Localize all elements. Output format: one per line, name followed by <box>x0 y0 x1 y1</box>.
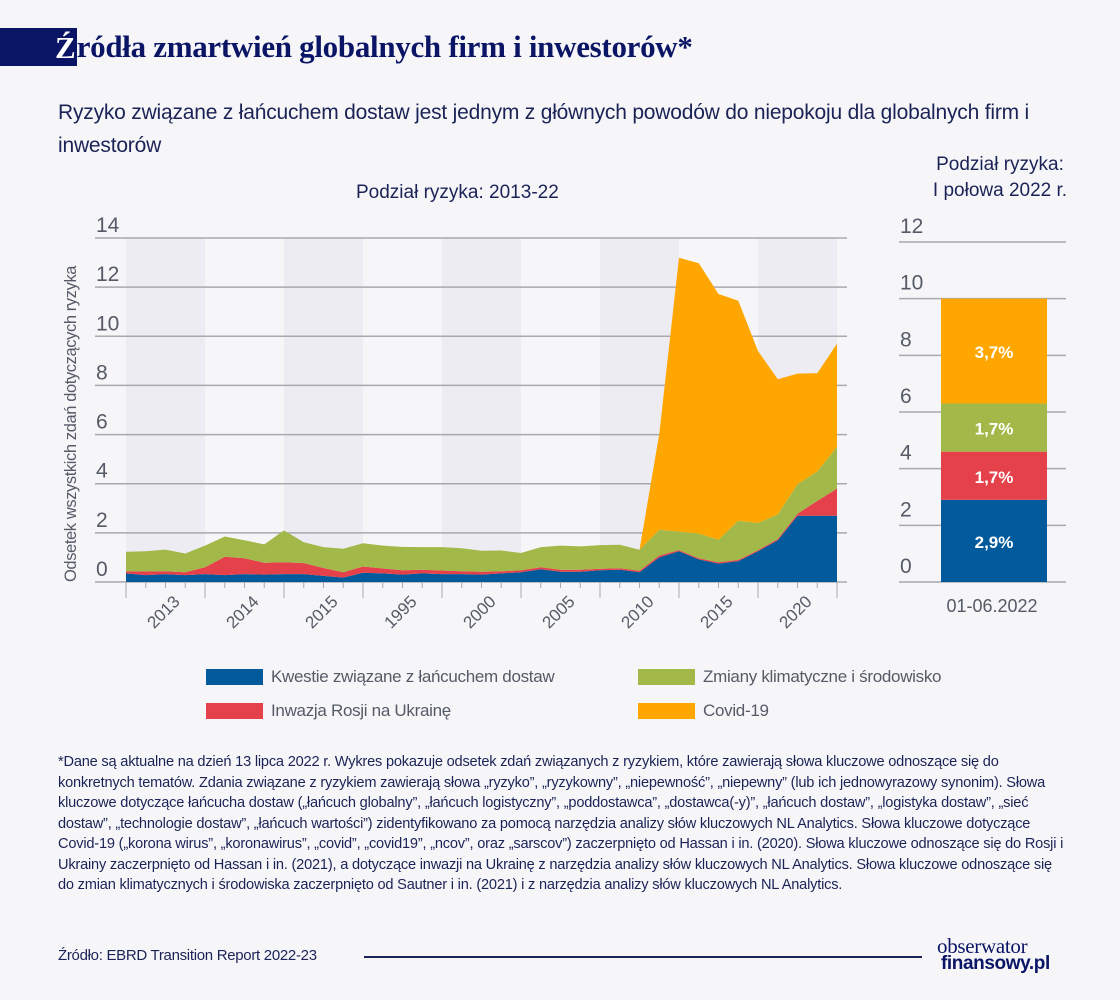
shaded-band <box>442 238 521 582</box>
legend: Kwestie związane z łańcuchem dostaw Zmia… <box>206 667 1006 729</box>
shaded-band <box>284 238 363 582</box>
legend-item-supply-chain: Kwestie związane z łańcuchem dostaw <box>206 667 555 687</box>
x-tick-label: 2015 <box>302 592 342 632</box>
title-accent-bar <box>0 28 55 66</box>
source-divider <box>364 956 922 958</box>
publisher-logo: obserwator finansowy.pl <box>935 934 1085 974</box>
x-tick-label: 1995 <box>381 592 421 632</box>
bar-chart-title-line1: Podział ryzyka: <box>936 154 1064 175</box>
x-tick-label: 2020 <box>776 592 816 632</box>
area-series-climate <box>126 446 837 573</box>
x-tick-label: 2015 <box>697 592 737 632</box>
legend-item-covid: Covid-19 <box>638 701 769 721</box>
title-text: ródła zmartwień globalnych firm i inwest… <box>76 29 693 64</box>
area-series-supply-chain <box>126 515 837 582</box>
x-tick-label: 2014 <box>223 592 263 632</box>
area-series-covid <box>126 257 837 554</box>
legend-swatch-covid <box>638 703 695 719</box>
bar-chart-title: Podział ryzyka: I połowa 2022 r. <box>905 152 1095 204</box>
title-first-letter: Ź <box>55 28 77 66</box>
y-tick-label: 4 <box>96 460 108 483</box>
x-tick-label: 2013 <box>144 592 184 632</box>
bar-chart-title-line2: I połowa 2022 r. <box>932 180 1068 201</box>
legend-label: Covid-19 <box>703 701 769 720</box>
y-tick-label: 6 <box>96 411 108 434</box>
page-title: Ź ródła zmartwień globalnych firm i inwe… <box>0 28 693 66</box>
area-chart: 0 2 4 6 8 10 12 14 2013 2014 2015 1995 2000 2005 2010… <box>62 214 847 632</box>
x-tick-label: 2005 <box>539 592 579 632</box>
y-tick-label: 8 <box>96 361 108 384</box>
x-tick-label: 2000 <box>460 592 500 632</box>
area-chart-title: Podział ryzyka: 2013-22 <box>356 182 559 203</box>
legend-swatch-russia-invasion <box>206 703 263 719</box>
legend-swatch-supply-chain <box>206 669 263 685</box>
legend-item-russia-invasion: Inwazja Rosji na Ukrainę <box>206 701 451 721</box>
logo-top-text: obserwator <box>937 934 1028 958</box>
footnote: *Dane są aktualne na dzień 13 lipca 2022… <box>58 754 1064 893</box>
subtitle: Ryzyko związane z łańcuchem dostaw jest … <box>58 101 1029 157</box>
y-tick-label: 12 <box>96 263 119 286</box>
legend-label: Zmiany klimatyczne i środowisko <box>703 667 942 686</box>
shaded-band <box>126 238 205 582</box>
legend-swatch-climate <box>638 669 695 685</box>
legend-label: Inwazja Rosji na Ukrainę <box>271 701 451 720</box>
x-tick-label: 2010 <box>618 592 658 632</box>
y-tick-label: 2 <box>96 509 108 532</box>
y-tick-label: 14 <box>96 214 120 237</box>
y-tick-label: 10 <box>96 312 119 335</box>
legend-label: Kwestie związane z łańcuchem dostaw <box>271 667 555 686</box>
legend-item-climate: Zmiany klimatyczne i środowisko <box>638 667 942 687</box>
y-tick-label: 0 <box>96 558 108 581</box>
logo-bottom-text: finansowy.pl <box>941 953 1050 974</box>
area-chart-y-axis-label: Odsetek wszystkich zdań dotyczących ryzy… <box>62 265 80 582</box>
source-note: Źródło: EBRD Transition Report 2022-23 <box>58 947 317 964</box>
